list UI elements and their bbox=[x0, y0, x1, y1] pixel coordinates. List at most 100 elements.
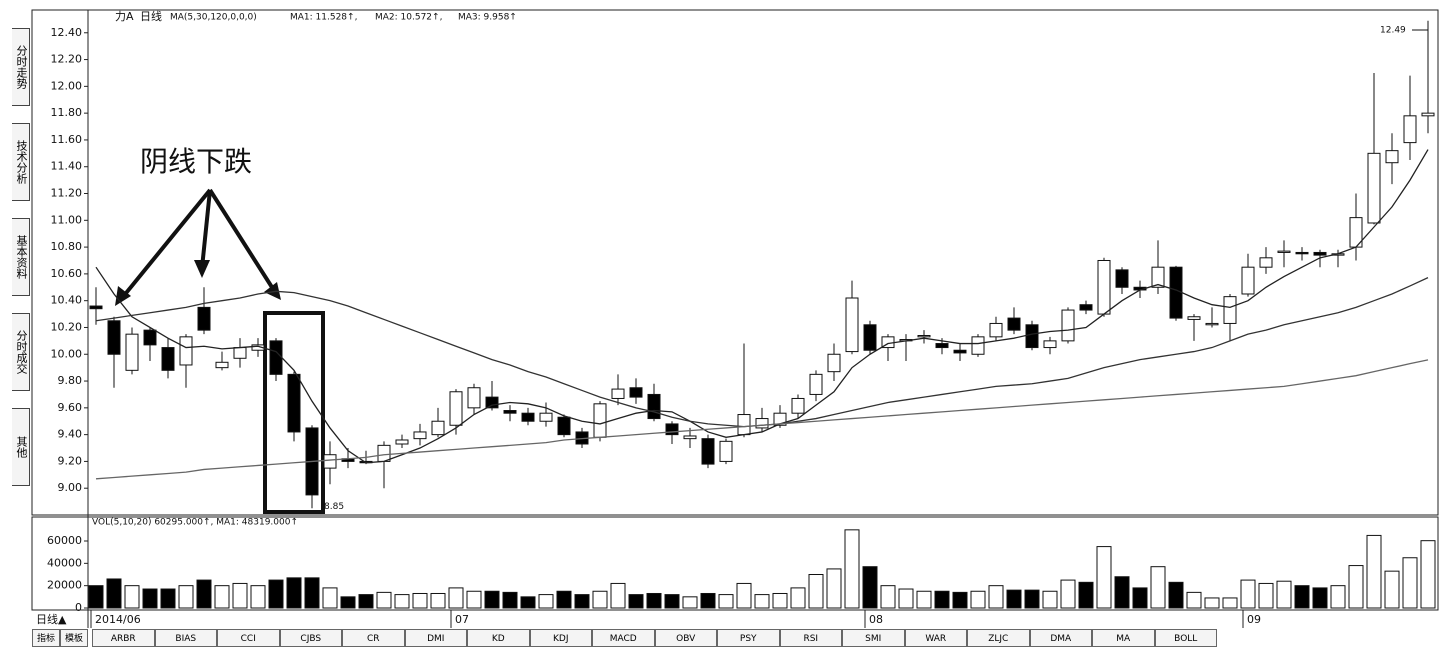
candle-body bbox=[1223, 296, 1237, 324]
indicator-tab[interactable]: OBV bbox=[654, 629, 717, 647]
indicator-tab[interactable]: MA bbox=[1092, 629, 1155, 647]
indicator-tab[interactable]: DMI bbox=[404, 629, 467, 647]
indicator-tab[interactable]: ARBR bbox=[92, 629, 155, 647]
volume-bar bbox=[1006, 589, 1022, 609]
indicator-tab[interactable]: 模板 bbox=[60, 629, 88, 647]
volume-bar bbox=[556, 590, 572, 609]
volume-bar bbox=[1312, 587, 1328, 609]
candle-body bbox=[1259, 257, 1273, 268]
indicator-tab[interactable]: CR bbox=[342, 629, 405, 647]
indicator-tab[interactable]: CCI bbox=[217, 629, 280, 647]
indicator-tab[interactable]: BIAS bbox=[154, 629, 217, 647]
y-tick-label: 9.80 bbox=[58, 374, 83, 387]
volume-bar bbox=[160, 588, 176, 609]
volume-bar bbox=[538, 594, 554, 609]
sidebar-tab[interactable]: 基本资料 bbox=[12, 218, 30, 296]
volume-bar bbox=[898, 588, 914, 609]
volume-bar bbox=[1258, 582, 1274, 609]
volume-bar bbox=[970, 590, 986, 609]
candle-body bbox=[863, 324, 877, 351]
period-label: 日线▲ bbox=[36, 612, 67, 626]
candle-body bbox=[611, 388, 625, 399]
volume-bar bbox=[772, 592, 788, 609]
volume-bar bbox=[718, 594, 734, 609]
ma-line bbox=[95, 149, 1429, 464]
candle-body bbox=[215, 361, 229, 369]
volume-bar bbox=[1330, 585, 1346, 609]
header-item: 日线 bbox=[140, 9, 162, 23]
y-tick-label: 10.00 bbox=[51, 347, 83, 360]
indicator-tab[interactable]: RSI bbox=[779, 629, 842, 647]
volume-bar bbox=[790, 587, 806, 609]
indicator-tab[interactable]: BOLL bbox=[1154, 629, 1217, 647]
candle-body bbox=[917, 335, 931, 338]
sidebar-tab[interactable]: 其他 bbox=[12, 408, 30, 486]
indicator-tab[interactable]: MACD bbox=[592, 629, 655, 647]
candle-body bbox=[377, 444, 391, 462]
volume-panel bbox=[31, 516, 1439, 611]
candle-body bbox=[1025, 324, 1039, 349]
indicator-tab[interactable]: KDJ bbox=[529, 629, 592, 647]
sidebar-tab[interactable]: 分时走势 bbox=[12, 28, 30, 106]
candle-body bbox=[683, 435, 697, 440]
volume-bar bbox=[754, 594, 770, 609]
y-tick-label: 10.60 bbox=[51, 267, 83, 280]
volume-bar bbox=[268, 579, 284, 609]
y-tick-label: 11.60 bbox=[51, 133, 83, 146]
volume-bar bbox=[430, 592, 446, 609]
volume-bar bbox=[142, 588, 158, 609]
candle-body bbox=[557, 416, 571, 436]
volume-bar bbox=[1222, 597, 1238, 609]
candle-body bbox=[179, 336, 193, 366]
candle-body bbox=[1043, 340, 1057, 349]
candle-body bbox=[1097, 259, 1111, 315]
candle-body bbox=[719, 440, 733, 462]
volume-bar bbox=[1132, 587, 1148, 609]
volume-bar bbox=[736, 582, 752, 609]
candle-body bbox=[287, 373, 301, 433]
volume-bar bbox=[1078, 581, 1094, 609]
volume-bar bbox=[628, 594, 644, 609]
volume-bar bbox=[1348, 565, 1364, 609]
candle-body bbox=[1187, 316, 1201, 320]
volume-bar bbox=[826, 568, 842, 609]
y-tick-label: 11.80 bbox=[51, 106, 83, 119]
volume-bar bbox=[1276, 580, 1292, 609]
arrow-heads bbox=[115, 260, 281, 306]
candle-body bbox=[395, 439, 409, 445]
highlight-box bbox=[263, 311, 325, 514]
candle-body bbox=[1313, 251, 1327, 256]
candle-body bbox=[89, 305, 103, 310]
volume-bar bbox=[1168, 581, 1184, 609]
sidebar-tab[interactable]: 技术分析 bbox=[12, 123, 30, 201]
candle-body bbox=[1115, 269, 1129, 288]
volume-bar bbox=[880, 585, 896, 609]
indicator-tab[interactable]: ZLJC bbox=[967, 629, 1030, 647]
candle-body bbox=[665, 423, 679, 436]
indicator-tab[interactable]: DMA bbox=[1029, 629, 1092, 647]
indicator-tab[interactable]: SMI bbox=[842, 629, 905, 647]
candle-body bbox=[845, 297, 859, 353]
candle-body bbox=[1061, 309, 1075, 342]
volume-bar bbox=[700, 592, 716, 609]
y-tick-label: 10.80 bbox=[51, 240, 83, 253]
indicator-tab[interactable]: CJBS bbox=[279, 629, 342, 647]
y-tick-label: 10.40 bbox=[51, 294, 83, 307]
candle-body bbox=[629, 387, 643, 398]
sidebar-tab[interactable]: 分时成交 bbox=[12, 313, 30, 391]
volume-bar bbox=[286, 577, 302, 609]
volume-bar bbox=[934, 590, 950, 609]
indicator-tab[interactable]: KD bbox=[467, 629, 530, 647]
high-label: 12.49 bbox=[1380, 26, 1406, 36]
candle-body bbox=[1079, 304, 1093, 311]
candle-body bbox=[125, 333, 139, 371]
candle-body bbox=[1007, 317, 1021, 331]
indicator-tab[interactable]: 指标 bbox=[32, 629, 60, 647]
indicator-tab[interactable]: PSY bbox=[717, 629, 780, 647]
candle-body bbox=[449, 391, 463, 426]
volume-bar bbox=[988, 585, 1004, 609]
volume-bar bbox=[1204, 597, 1220, 609]
y-tick-label: 11.40 bbox=[51, 160, 83, 173]
indicator-tab[interactable]: WAR bbox=[904, 629, 967, 647]
